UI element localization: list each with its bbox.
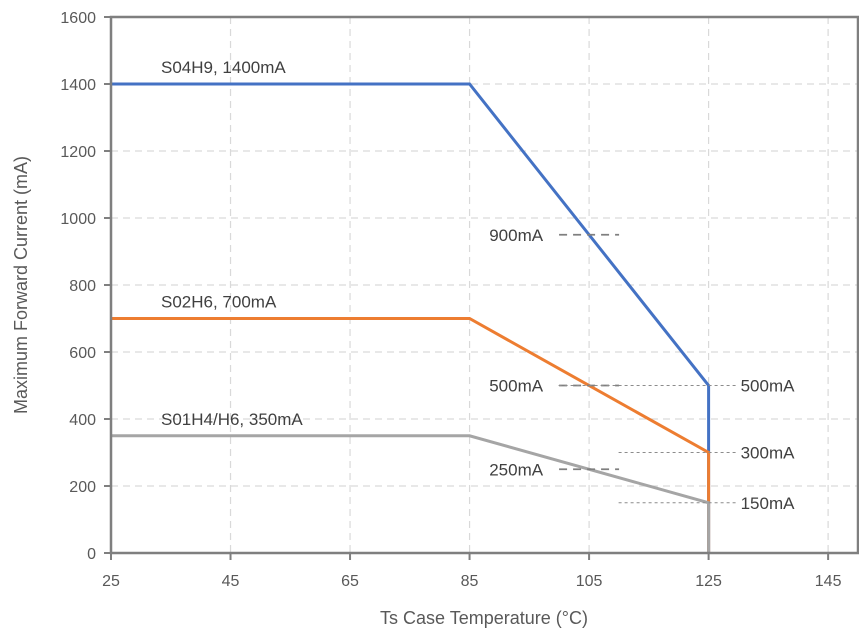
tick-labels: 0 200 400 600 800 1000 1200 1400 1600 25 45 65 85 105… [60,10,841,590]
series-label: S01H4/H6, 350mA [161,410,303,429]
grid-lines [111,17,858,553]
x-tick-label: 65 [341,573,359,590]
series-lines: S04H9, 1400mA S02H6, 700mA S01H4/H6, 350mA [111,58,711,553]
y-tick-label: 200 [69,479,96,496]
annotations: 900mA 500mA 250mA 500mA 300mA 150mA [489,226,795,513]
x-tick-label: 105 [576,573,603,590]
y-tick-label: 600 [69,345,96,362]
x-tick-label: 125 [695,573,722,590]
annotation-label: 900mA [489,226,544,245]
x-axis-label: Ts Case Temperature (°C) [380,608,588,628]
axes [104,15,859,560]
series-label: S02H6, 700mA [161,293,277,312]
annotation-label: 150mA [741,494,796,513]
y-tick-label: 800 [69,278,96,295]
y-tick-label: 1600 [60,10,96,27]
y-tick-label: 0 [87,546,96,563]
series-label: S04H9, 1400mA [161,58,286,77]
annotation-label: 300mA [741,444,796,463]
y-tick-label: 1000 [60,211,96,228]
x-tick-label: 25 [102,573,120,590]
y-axis-label: Maximum Forward Current (mA) [11,156,31,414]
x-tick-label: 85 [461,573,479,590]
annotation-label: 250mA [489,460,544,479]
x-tick-label: 145 [815,573,842,590]
annotation-label: 500mA [741,377,796,396]
series-line [111,434,711,553]
y-tick-label: 400 [69,412,96,429]
annotation-label: 500mA [489,377,544,396]
y-tick-label: 1200 [60,144,96,161]
y-tick-label: 1400 [60,77,96,94]
x-tick-label: 45 [222,573,240,590]
